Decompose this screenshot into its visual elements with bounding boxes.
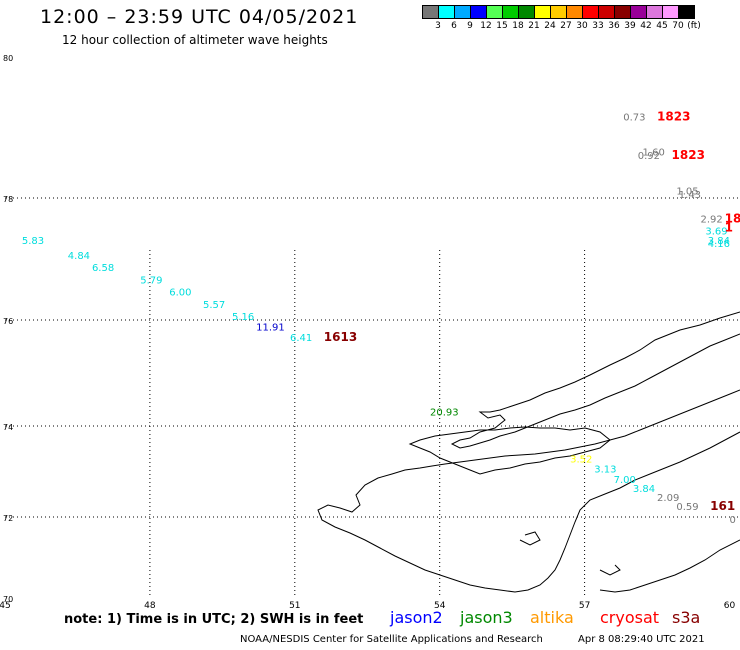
lon-label: 45 [0,601,11,611]
scale-label: 33 [592,21,604,31]
scale-label: 30 [576,21,588,31]
wave-height-value: 4.84 [68,251,90,262]
wave-height-value: 2.92 [701,214,723,225]
note-text: note: 1) Time is in UTC; 2) SWH is in fe… [64,612,364,627]
legend-jason2: jason2 [390,608,443,627]
legend-altika: altika [530,608,574,627]
lat-label: 80 [3,54,13,63]
color-scale [422,5,695,19]
wave-height-value: 5.83 [22,236,44,247]
wave-height-value: 6.41 [290,333,312,344]
map-title: 12:00 – 23:59 UTC 04/05/2021 [40,6,359,28]
wave-height-value: 11.91 [256,323,285,334]
wave-height-value: 5.57 [203,300,225,311]
lat-label: 76 [3,317,13,326]
wave-height-value: 3.84 [708,236,730,247]
scale-label: 15 [496,21,508,31]
wave-height-value: 3.84 [633,484,655,495]
scale-label: (ft) [687,21,701,31]
scale-label: 24 [544,21,556,31]
pass-time-label: 1823 [657,109,690,123]
scale-label: 3 [435,21,441,31]
graticule [5,197,740,598]
wave-height-value: 20.93 [430,407,459,418]
lon-label: 57 [579,601,590,611]
pass-time-label: 1823 [672,148,705,162]
credit-text: NOAA/NESDIS Center for Satellite Applica… [240,634,543,645]
scale-label: 12 [480,21,492,31]
scale-label: 70 [672,21,684,31]
scale-label: 36 [608,21,620,31]
wave-height-value: 4.16 [708,239,730,250]
scale-swatch [678,5,695,19]
pass-time-label: 1613 [324,330,357,344]
coastline [317,311,740,593]
wave-height-value: 2.09 [657,493,679,504]
wave-height-value: 3.52 [570,454,592,465]
wave-height-value: 6.00 [169,288,191,299]
legend-cryosat: cryosat [600,608,660,627]
wave-height-value: 5.16 [232,312,254,323]
lon-label: 54 [434,601,446,611]
map-subtitle: 12 hour collection of altimeter wave hei… [62,33,328,47]
scale-label: 42 [640,21,652,31]
legend-s3a: s3a [672,608,701,627]
lon-label: 60 [724,601,736,611]
credit-date: Apr 8 08:29:40 UTC 2021 [578,634,705,645]
wave-height-value: 3.69 [705,227,727,238]
wave-height-value: 5.79 [140,275,162,286]
lat-label: 74 [3,423,13,432]
scale-label: 21 [528,21,540,31]
lon-label: 51 [289,601,300,611]
scale-label: 27 [560,21,572,31]
scale-label: 9 [467,21,473,31]
lat-label: 72 [3,514,13,523]
wave-height-value: 0.92 [638,151,660,162]
wave-height-value: 0.59 [676,502,698,513]
legend-jason3: jason3 [460,608,513,627]
scale-label: 45 [656,21,668,31]
wave-height-value: 3.13 [594,464,616,475]
wave-height-value: 7.00 [614,475,636,486]
pass-time-label: 1 [725,221,733,235]
scale-label: 6 [451,21,457,31]
lon-label: 48 [144,601,156,611]
wave-height-value: 1.60 [643,148,665,159]
wave-height-value: 6.58 [92,263,114,274]
wave-height-value: 1.05 [676,186,698,197]
scale-label: 39 [624,21,636,31]
scale-label: 18 [512,21,524,31]
pass-time-label: 161 [710,499,735,513]
lat-label: 78 [3,195,13,204]
wave-height-value: 1.43 [679,190,701,201]
lat-label: 70 [3,595,13,604]
wave-height-value: 0 [730,515,736,526]
wave-height-value: 0.73 [623,112,645,123]
pass-time-label: 18 [725,211,740,225]
